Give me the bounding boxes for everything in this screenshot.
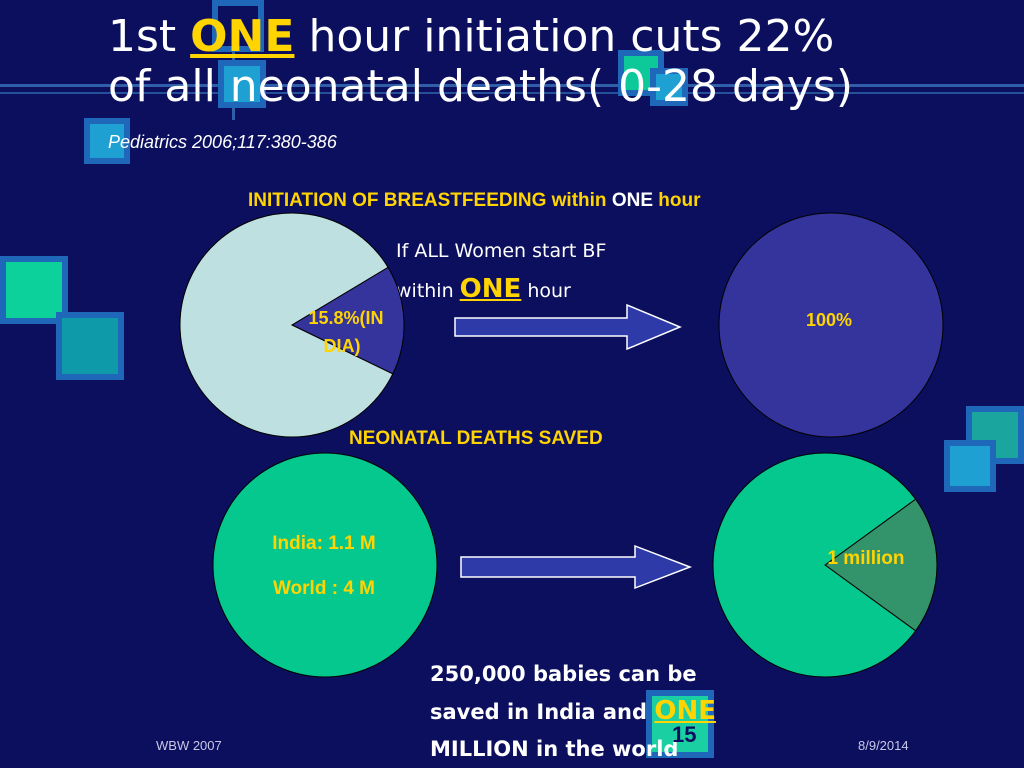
pie-slice bbox=[179, 212, 394, 438]
deaths-saved-pie-right bbox=[712, 452, 938, 678]
pie-slice bbox=[718, 212, 944, 438]
target-pie-label: 100% bbox=[806, 310, 852, 330]
pie-slice bbox=[824, 498, 938, 632]
decor-square bbox=[56, 312, 124, 380]
target-initiation-pie bbox=[718, 212, 944, 438]
world-deaths-label: World : 4 M bbox=[273, 578, 375, 599]
pie-slice bbox=[212, 452, 438, 678]
section2-heading: NEONATAL DEATHS SAVED bbox=[349, 428, 603, 449]
deaths-saved-pie-left bbox=[212, 452, 438, 678]
decor-square bbox=[212, 0, 264, 52]
footer-date: 8/9/2014 bbox=[858, 738, 909, 753]
bottom-statement: 250,000 babies can be saved in India and… bbox=[430, 662, 716, 761]
decor-square bbox=[84, 118, 130, 164]
decor-line-top-2 bbox=[0, 92, 1024, 94]
arrow-right-icon bbox=[454, 303, 682, 351]
if-all-women-text: If ALL Women start BF within ONE hour bbox=[396, 240, 607, 304]
decor-square bbox=[218, 60, 266, 108]
page-title: 1st ONE hour initiation cuts 22% of all … bbox=[108, 11, 853, 112]
decor-square bbox=[650, 68, 688, 106]
footer-left: WBW 2007 bbox=[156, 738, 222, 753]
arrow-right-icon bbox=[460, 544, 693, 590]
decor-line-top bbox=[0, 84, 1024, 87]
india-pie-label-2: DIA) bbox=[324, 336, 361, 356]
section1-heading: INITIATION OF BREASTFEEDING within ONE h… bbox=[248, 190, 701, 211]
india-deaths-label: India: 1.1 M bbox=[272, 533, 375, 554]
pie-slice bbox=[290, 266, 405, 375]
citation: Pediatrics 2006;117:380-386 bbox=[108, 132, 337, 152]
decor-square bbox=[944, 440, 996, 492]
pie-slice bbox=[712, 452, 917, 678]
decor-square bbox=[646, 690, 714, 758]
decor-square bbox=[0, 256, 68, 324]
india-initiation-pie bbox=[179, 212, 405, 438]
india-pie-label-1: 15.8%(IN bbox=[308, 308, 383, 328]
page-number: 15 bbox=[672, 722, 697, 747]
million-label: 1 million bbox=[827, 548, 904, 569]
